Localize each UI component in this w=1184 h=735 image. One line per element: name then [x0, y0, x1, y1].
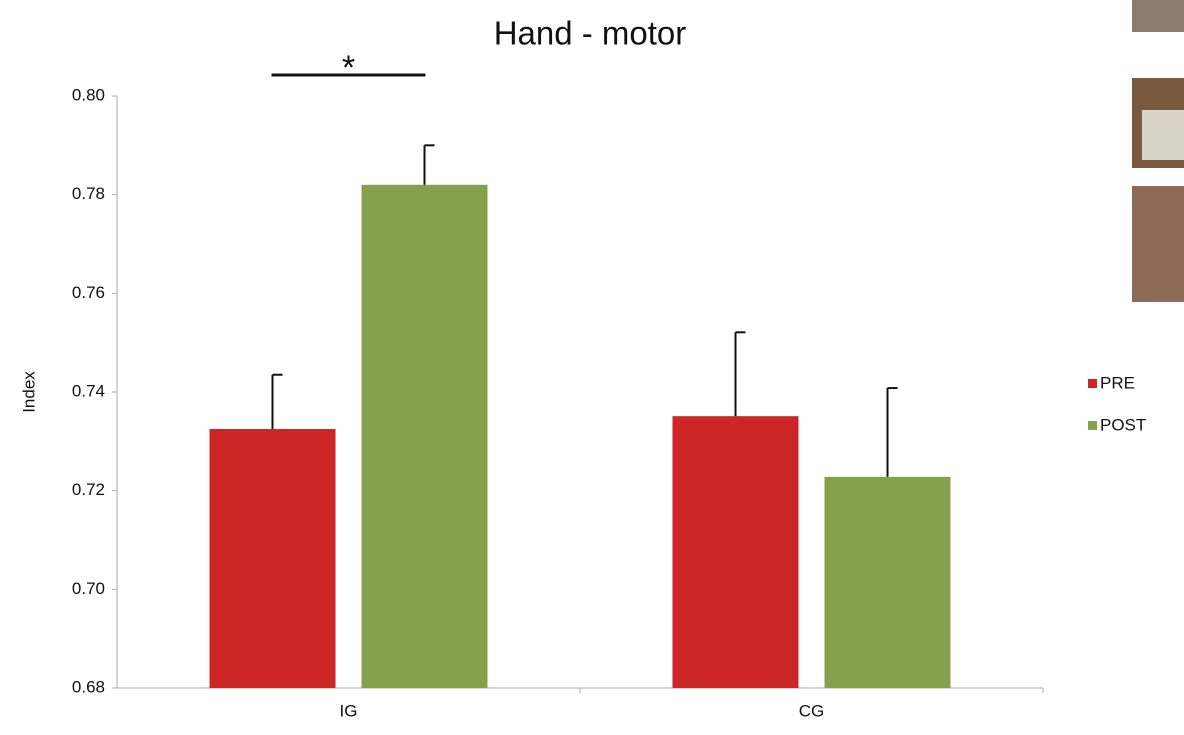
legend-label: PRE	[1100, 373, 1135, 392]
thumbnail	[1132, 0, 1184, 32]
significance-marker: *	[342, 49, 355, 87]
error-bar	[736, 332, 746, 416]
x-tick-label: IG	[340, 701, 358, 720]
y-tick-label: 0.78	[72, 184, 105, 203]
y-axis-label: Index	[19, 371, 38, 413]
y-tick-label: 0.72	[72, 480, 105, 499]
chart: Hand - motor Index 0.68 0.70 0.72 0.74 0.76 0…	[0, 0, 1184, 735]
error-bar	[888, 388, 898, 477]
y-tick-label: 0.80	[72, 85, 105, 104]
error-bar	[425, 145, 435, 184]
bar	[673, 416, 799, 688]
legend-label: POST	[1100, 415, 1146, 434]
y-tick-label: 0.70	[72, 579, 105, 598]
error-bar	[273, 375, 283, 429]
y-tick-label: 0.76	[72, 283, 105, 302]
x-tick-label: CG	[799, 701, 825, 720]
chart-title: Hand - motor	[494, 15, 687, 52]
bar	[210, 429, 336, 688]
legend-swatch	[1088, 421, 1097, 430]
y-tick-label: 0.74	[72, 381, 105, 400]
bar	[362, 185, 488, 688]
y-tick-label: 0.68	[72, 677, 105, 696]
thumbnail	[1132, 186, 1184, 302]
page: {"chart_data": {"type": "bar", "title": …	[0, 0, 1184, 735]
thumbnails	[1132, 0, 1184, 302]
legend-swatch	[1088, 379, 1097, 388]
bar	[825, 477, 951, 688]
thumbnail	[1142, 110, 1184, 160]
